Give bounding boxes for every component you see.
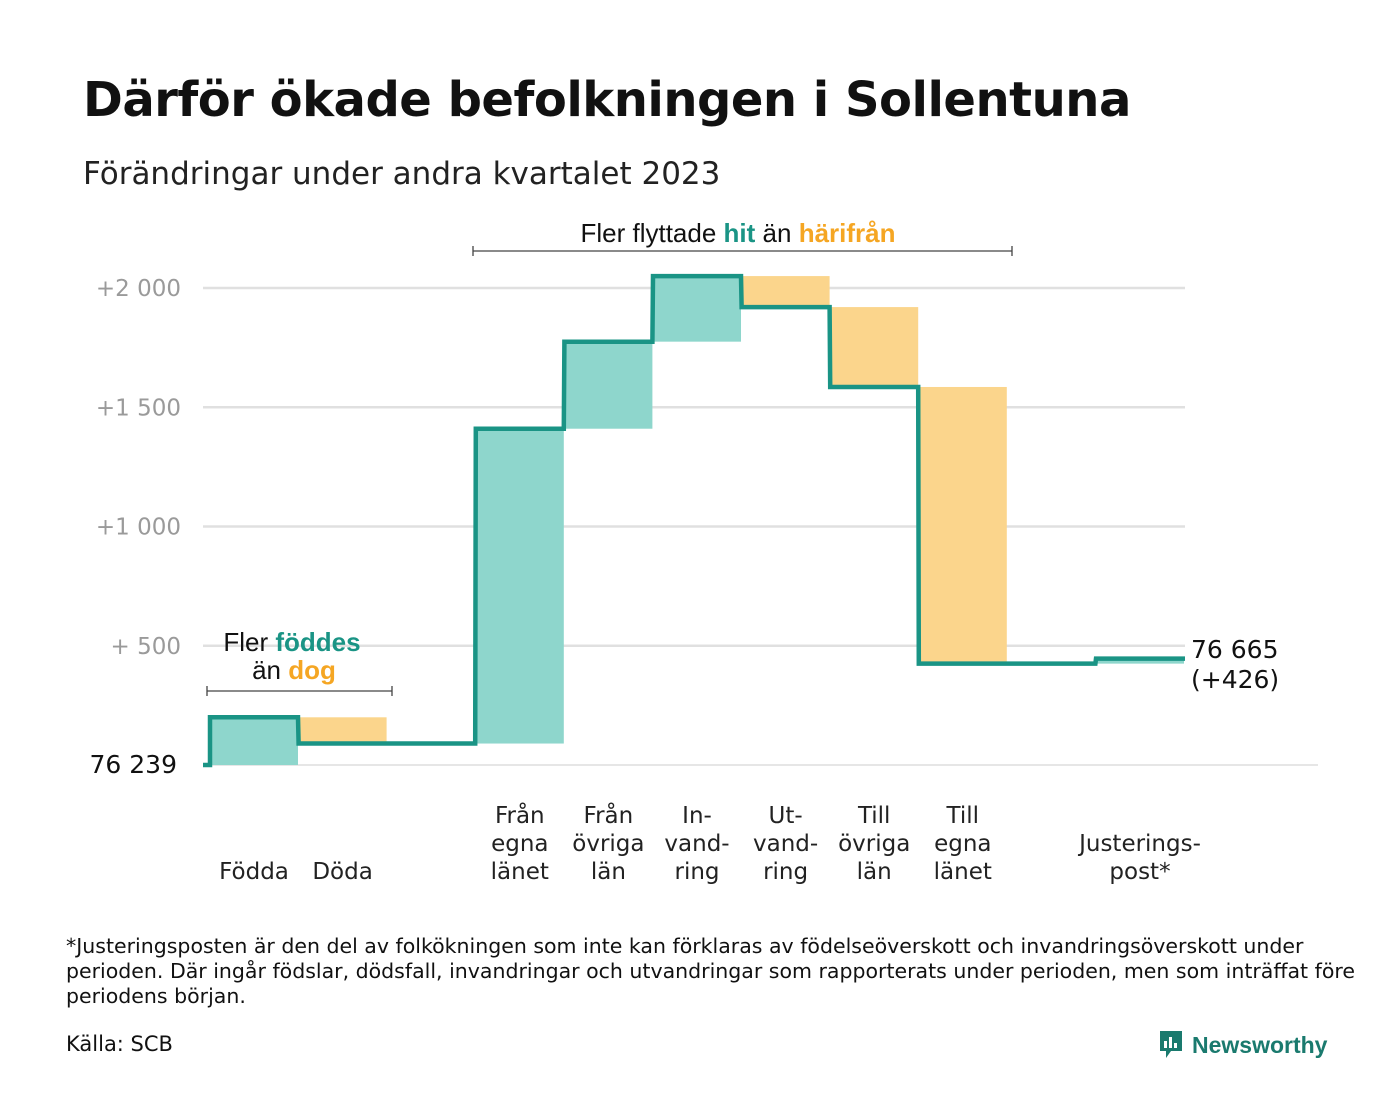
x-category-label: In- bbox=[682, 803, 712, 829]
x-category-label: egna bbox=[491, 831, 548, 857]
moves-bracket bbox=[472, 246, 1013, 256]
bar-döda bbox=[298, 717, 387, 744]
births-annotation-line2: än dog bbox=[252, 655, 336, 685]
bar-frånegnalänet bbox=[475, 428, 564, 744]
start-value-label: 76 239 bbox=[90, 750, 177, 779]
end-change-label: (+426) bbox=[1191, 665, 1279, 694]
x-category-label: länet bbox=[491, 859, 549, 885]
brand-name: Newsworthy bbox=[1192, 1031, 1328, 1058]
cumulative-line-group bbox=[203, 273, 1185, 768]
x-category-label: övriga bbox=[838, 831, 910, 857]
newsworthy-logo-icon bbox=[1160, 1031, 1182, 1058]
end-value-label: 76 665 bbox=[1191, 635, 1278, 664]
bar-tillegnalänet bbox=[918, 386, 1007, 664]
moves-annotation-text: Fler flyttade hit än härifrån bbox=[580, 218, 895, 248]
bar-invandring bbox=[653, 276, 741, 342]
waterfall-chart: + 500 +1 000 +1 500 +2 000 76 239 Födda Döda Fr… bbox=[90, 218, 1318, 885]
moves-annotation: Fler flyttade hit än härifrån bbox=[472, 218, 1013, 256]
axis-labels: + 500 +1 000 +1 500 +2 000 76 239 Födda Döda Fr… bbox=[90, 276, 1280, 885]
chart-title: Därför ökade befolkningen i Sollentuna bbox=[83, 72, 1131, 128]
x-category-label: övriga bbox=[572, 831, 644, 857]
cumulative-line bbox=[203, 273, 1185, 768]
x-category-label: egna bbox=[934, 831, 991, 857]
x-category-label: Från bbox=[495, 801, 545, 829]
footnote: *Justeringsposten är den del av folkökni… bbox=[66, 934, 1355, 1008]
x-category-label: Justerings- bbox=[1077, 831, 1201, 857]
bar-justeringspost* bbox=[1096, 658, 1184, 664]
chart-subtitle: Förändringar under andra kvartalet 2023 bbox=[83, 156, 721, 192]
x-category-label: Till bbox=[946, 803, 980, 829]
x-category-label: länet bbox=[934, 859, 992, 885]
y-tick-label: +2 000 bbox=[96, 276, 181, 302]
births-annotation-line1: Fler föddes bbox=[223, 627, 360, 657]
bar-födda bbox=[210, 717, 298, 765]
y-tick-label: +1 500 bbox=[96, 395, 181, 421]
births-annotation: Fler föddes än dog bbox=[206, 627, 393, 696]
x-category-label: län bbox=[591, 859, 626, 885]
x-category-label: post* bbox=[1109, 859, 1170, 885]
x-category-label: län bbox=[857, 859, 892, 885]
bars bbox=[210, 276, 1184, 765]
bar-utvandring bbox=[741, 276, 830, 308]
x-category-label: ring bbox=[763, 859, 808, 885]
brand-logo: Newsworthy bbox=[1158, 1028, 1327, 1062]
source-label: Källa: SCB bbox=[66, 1032, 173, 1056]
x-category-label: Från bbox=[584, 801, 634, 829]
bar-frånövrigalän bbox=[564, 341, 653, 429]
births-bracket bbox=[206, 686, 393, 696]
x-category-label: Till bbox=[857, 803, 891, 829]
bar-tillövrigalän bbox=[830, 307, 919, 387]
y-tick-label: +1 000 bbox=[96, 515, 181, 541]
x-category-label: vand- bbox=[753, 831, 818, 857]
x-category-label: vand- bbox=[664, 831, 729, 857]
x-category-label: Ut- bbox=[769, 803, 803, 829]
x-category-label: ring bbox=[674, 859, 719, 885]
gridlines bbox=[203, 286, 1318, 766]
x-category-label: Döda bbox=[312, 859, 372, 885]
y-tick-label: + 500 bbox=[111, 634, 181, 660]
x-category-label: Födda bbox=[219, 859, 289, 885]
